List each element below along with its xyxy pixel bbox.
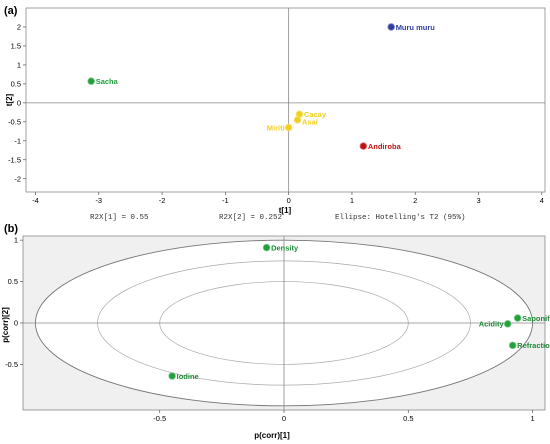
x-tick-label: 3: [476, 196, 480, 205]
point-label-cacay: Cacay: [304, 110, 327, 119]
point-label-miriti: Miriti: [267, 123, 285, 132]
panel-b-y-axis-title: p(corr)[2]: [1, 307, 10, 343]
panel-a-label: (a): [4, 5, 18, 17]
x-tick-label: -2: [159, 196, 166, 205]
x-tick-label: 0.5: [403, 414, 413, 423]
point-label-acidity: Acidity: [479, 320, 505, 329]
point-label-refraction: Refraction: [517, 341, 550, 350]
point-label-muru-muru: Muru muru: [396, 23, 436, 32]
x-tick-label: 1: [530, 414, 534, 423]
x-tick-label: -0.5: [153, 414, 166, 423]
y-tick-label: 0: [14, 319, 18, 328]
data-point-muru-muru: [387, 23, 395, 31]
point-label-density: Density: [271, 243, 299, 252]
y-tick-label: -2: [14, 174, 21, 183]
x-tick-label: 0: [282, 414, 286, 423]
point-label-andiroba: Andiroba: [368, 142, 402, 151]
data-point-saponifica: [513, 314, 522, 322]
point-label-iodine: Iodine: [177, 372, 199, 381]
y-tick-label: -1.5: [8, 155, 21, 164]
data-point-asai: [293, 116, 302, 124]
r2x1-text: R2X[1] = 0.55: [90, 214, 149, 222]
data-point-refraction: [508, 341, 517, 350]
x-tick-label: 4: [540, 196, 544, 205]
y-tick-label: 1.5: [11, 42, 21, 51]
y-tick-label: -0.5: [5, 360, 18, 369]
y-tick-label: 1: [14, 236, 18, 245]
panel-a: (a) -4 -3 -2 -1 0 1 2 3 4 -2 -1.5 -1 -0.5 0 0.5 1 1.5 2 M…: [4, 5, 546, 222]
y-tick-label: -0.5: [8, 117, 21, 126]
data-point-acidity: [503, 320, 512, 328]
x-tick-label: 0: [287, 196, 291, 205]
x-tick-label: 2: [413, 196, 417, 205]
panel-a-plot-area: [25, 7, 546, 193]
y-tick-label: 1: [17, 61, 21, 70]
panel-b-x-axis-title: p(corr)[1]: [254, 431, 290, 440]
data-point-density: [262, 243, 271, 252]
y-tick-label: 0.5: [11, 79, 21, 88]
ellipse-text: Ellipse: Hotelling's T2 (95%): [335, 214, 466, 222]
x-tick-label: -4: [32, 196, 39, 205]
panel-b: (b) -0.5 0 0.5 1 -0.5 0 0.5 1 Density Saponifica…: [1, 223, 550, 440]
data-point-miriti: [284, 123, 293, 132]
point-label-asai: Asai: [302, 117, 318, 126]
point-label-sacha: Sacha: [96, 77, 119, 86]
y-tick-label: -1: [14, 136, 21, 145]
x-tick-label: -3: [95, 196, 102, 205]
panel-b-label: (b): [4, 223, 18, 235]
data-point-andiroba: [359, 142, 368, 150]
panel-a-x-axis-title: t[1]: [279, 206, 292, 215]
point-label-saponifica: Saponifica: [522, 314, 550, 323]
panel-a-y-axis-title: t[2]: [5, 93, 14, 106]
y-tick-label: 2: [17, 23, 21, 32]
data-point-iodine: [168, 372, 176, 380]
y-tick-label: 0: [17, 98, 21, 107]
data-point-sacha: [87, 77, 95, 86]
y-tick-label: 0.5: [8, 277, 18, 286]
r2x2-text: R2X[2] = 0.252: [219, 214, 282, 222]
x-tick-label: -1: [222, 196, 229, 205]
x-tick-label: 1: [350, 196, 354, 205]
